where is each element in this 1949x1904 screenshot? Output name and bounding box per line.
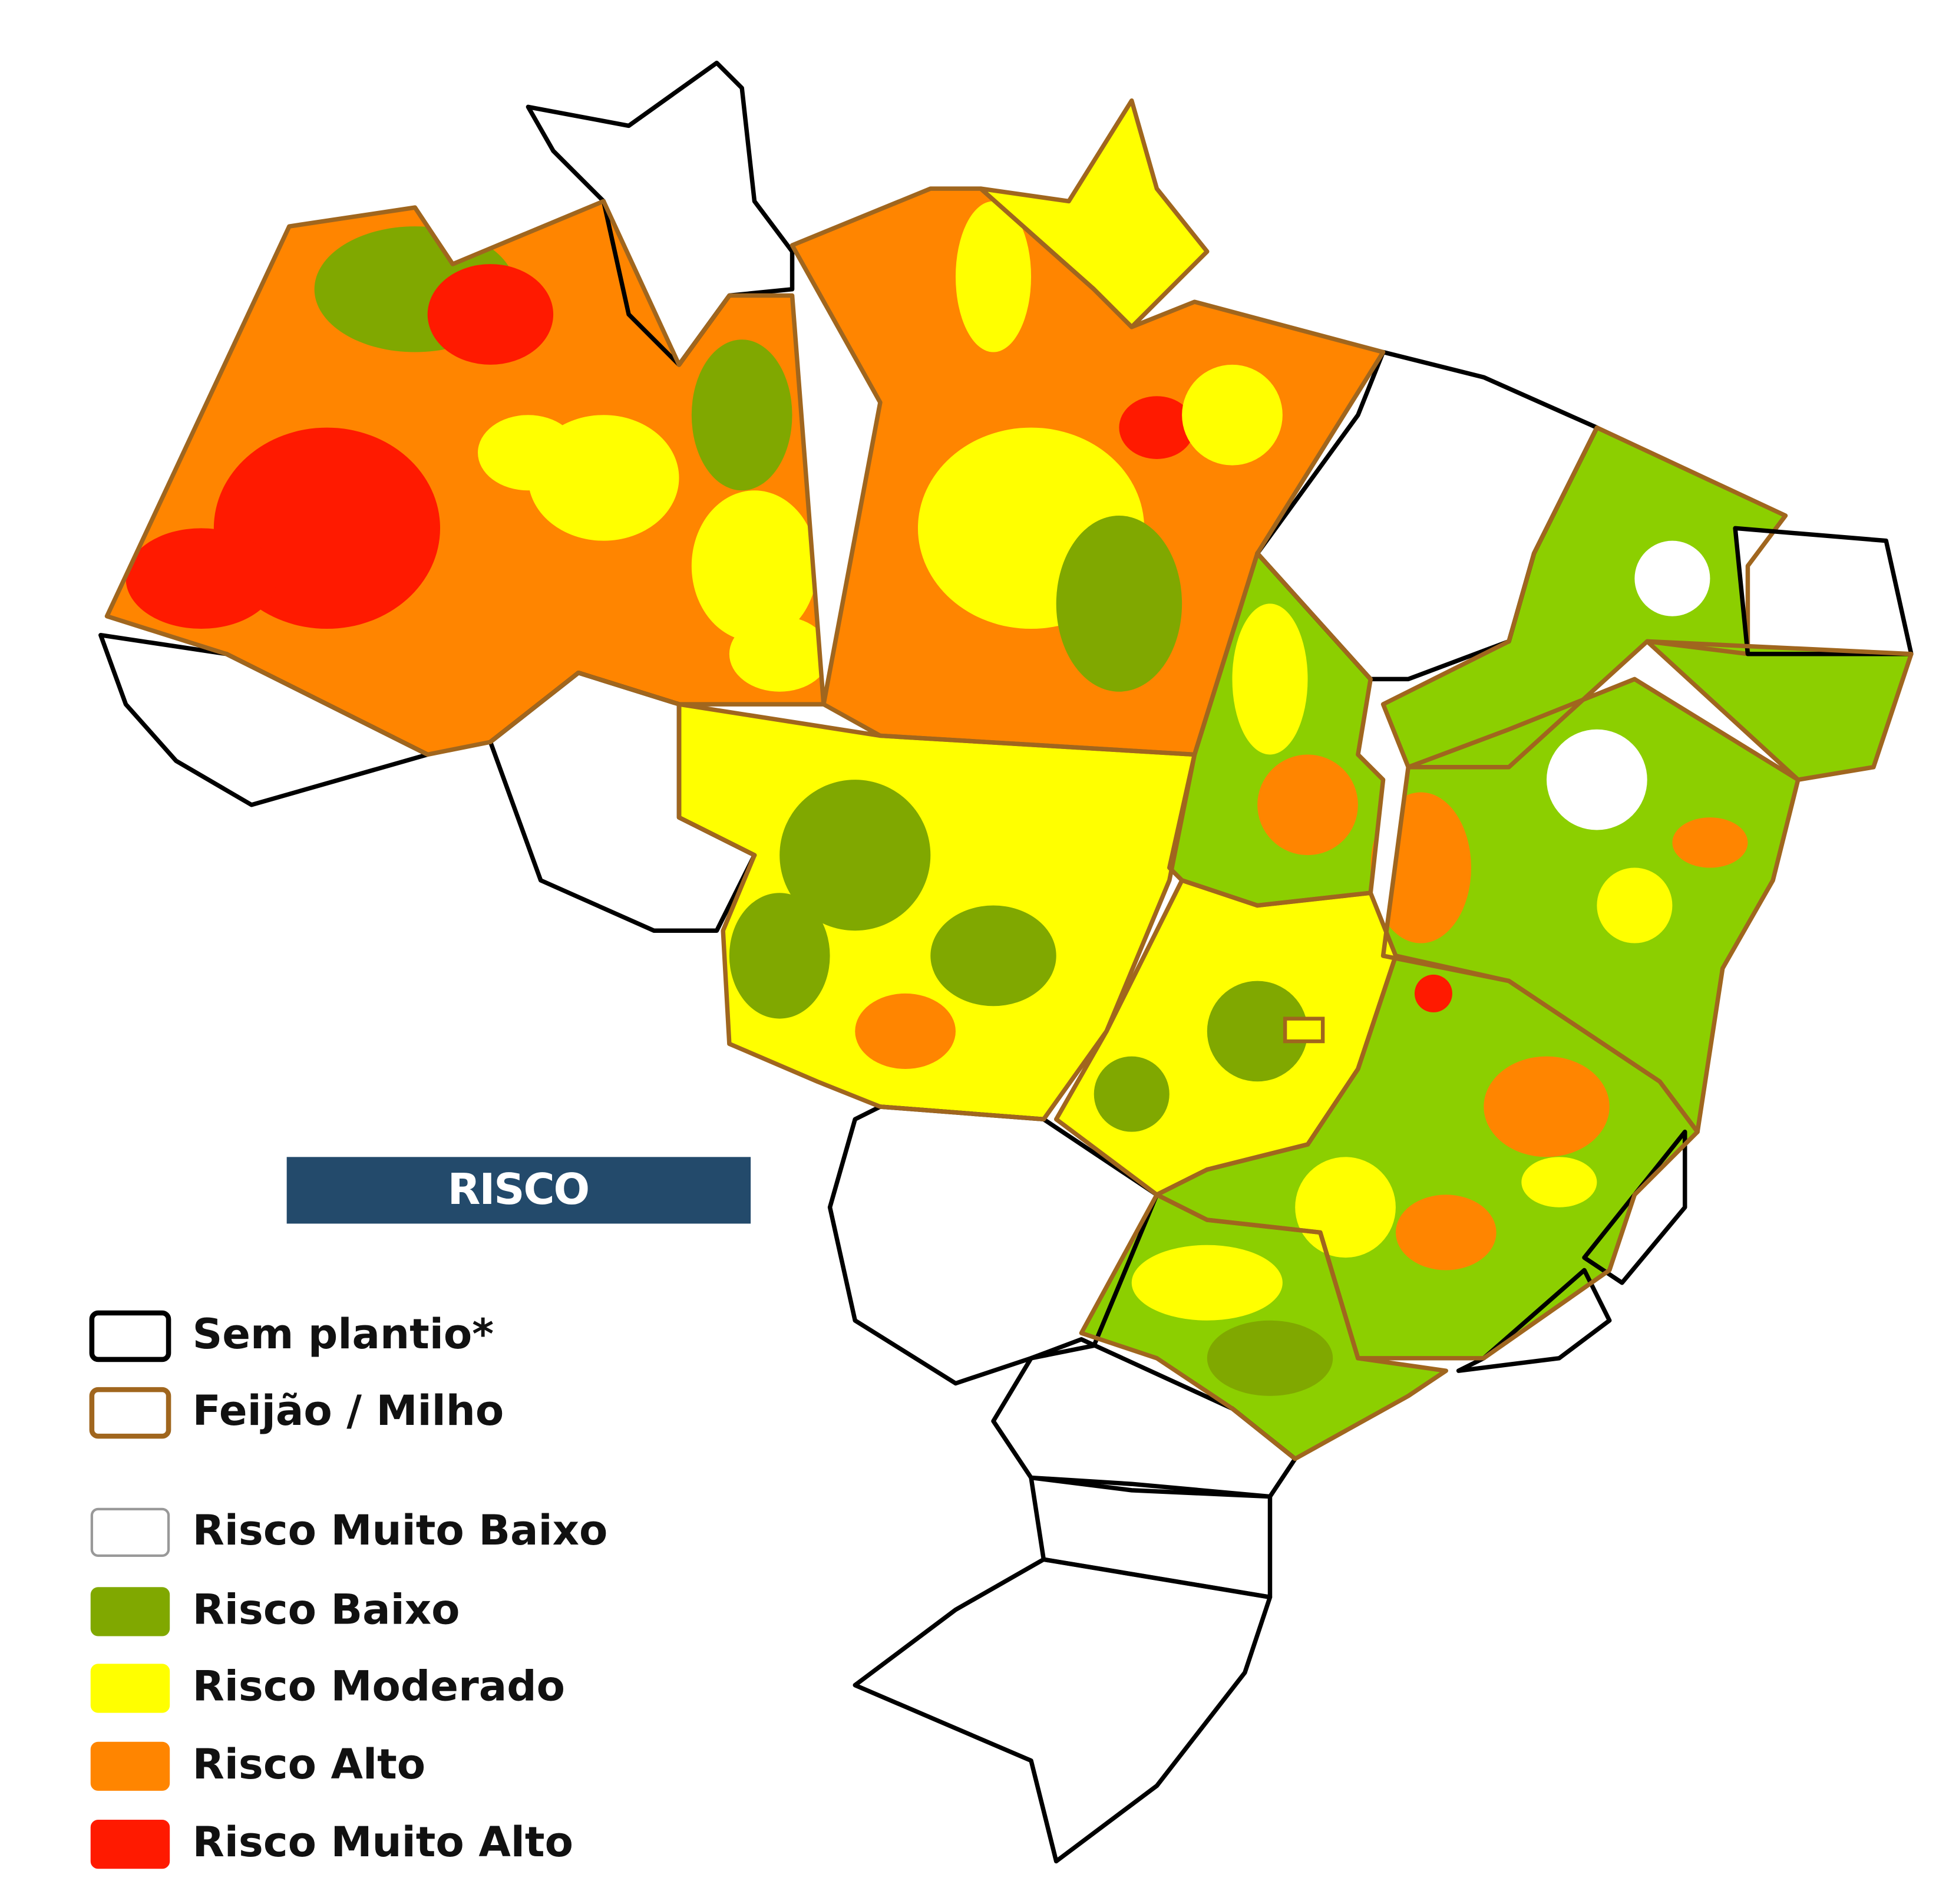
legend-label: Risco Muito Alto [193, 1818, 573, 1866]
state-border [1154, 953, 1700, 1361]
legend: RISCO Sem plantio* Feijão / Milho Risco Mu… [89, 1157, 751, 1869]
states [98, 60, 1914, 1864]
state-border [1380, 425, 1788, 770]
risk-patches [125, 226, 824, 692]
legend-label: Risco Moderado [193, 1662, 565, 1711]
state [1383, 679, 1798, 1132]
risk-patch [1521, 1157, 1597, 1207]
state-border [853, 1557, 1273, 1864]
state [490, 672, 755, 931]
risk-patch [1547, 729, 1647, 830]
state [1647, 641, 1911, 780]
risk-patch [1094, 1056, 1170, 1132]
risk-patch [930, 905, 1056, 1007]
risk-patch [729, 893, 830, 1019]
risk-patch [1597, 867, 1673, 943]
risk-patch [1207, 981, 1308, 1082]
legend-swatch [90, 1741, 170, 1791]
risk-patch [1232, 603, 1308, 755]
state-border [104, 199, 826, 757]
federal-district [1283, 1017, 1325, 1044]
state [993, 1339, 1296, 1497]
risk-patches [792, 201, 1308, 755]
legend-label: Feijão / Milho [193, 1387, 504, 1435]
risk-patch [1395, 1194, 1497, 1271]
risk-patch [528, 415, 679, 541]
state-border [1456, 1268, 1612, 1373]
state [855, 1559, 1270, 1862]
state-border [1079, 1192, 1449, 1461]
risk-patch [1056, 515, 1182, 692]
risk-patch [729, 616, 824, 692]
risk-patch [1672, 817, 1748, 868]
risk-patch [1182, 364, 1283, 466]
legend-title-box [286, 1157, 751, 1224]
risk-patch [955, 201, 1032, 352]
risk-patch [125, 528, 277, 629]
risk-patches [1169, 553, 1383, 906]
state [830, 1106, 1157, 1384]
state-border [789, 186, 1386, 757]
legend-swatch [89, 1387, 171, 1439]
legend-label: Risco Muito Baixo [193, 1506, 608, 1555]
risk-patch [1484, 1056, 1610, 1157]
risk-patch [1119, 396, 1195, 459]
risk-patch [691, 339, 792, 491]
legend-title: RISCO [448, 1165, 589, 1215]
risk-patch [1131, 1245, 1283, 1321]
legend-swatch [90, 1507, 170, 1557]
state [1257, 352, 1597, 679]
state-border [1255, 349, 1600, 682]
legend-swatch [90, 1664, 170, 1713]
legend-swatch [90, 1820, 170, 1869]
state [528, 62, 792, 365]
risk-patch [427, 264, 554, 365]
risk-patch [1414, 974, 1452, 1012]
state [1735, 528, 1911, 654]
risk-patch [1257, 754, 1358, 856]
risk-patch [1634, 540, 1710, 616]
legend-swatch [89, 1310, 171, 1362]
legend-swatch [90, 1587, 170, 1636]
risk-patch [1031, 754, 1132, 880]
legend-label: Risco Baixo [193, 1585, 460, 1634]
state-border [827, 1104, 1160, 1386]
state-border [1644, 639, 1914, 782]
state [1157, 955, 1698, 1358]
risk-patch [779, 780, 931, 931]
state [980, 100, 1207, 327]
state [1383, 427, 1786, 767]
risk-patch [1207, 1320, 1333, 1396]
legend-label: Sem plantio* [193, 1310, 494, 1358]
risk-patch [855, 993, 956, 1069]
legend-label: Risco Alto [193, 1740, 426, 1788]
risk-patch [691, 490, 818, 642]
risk-patches [729, 754, 1170, 1120]
